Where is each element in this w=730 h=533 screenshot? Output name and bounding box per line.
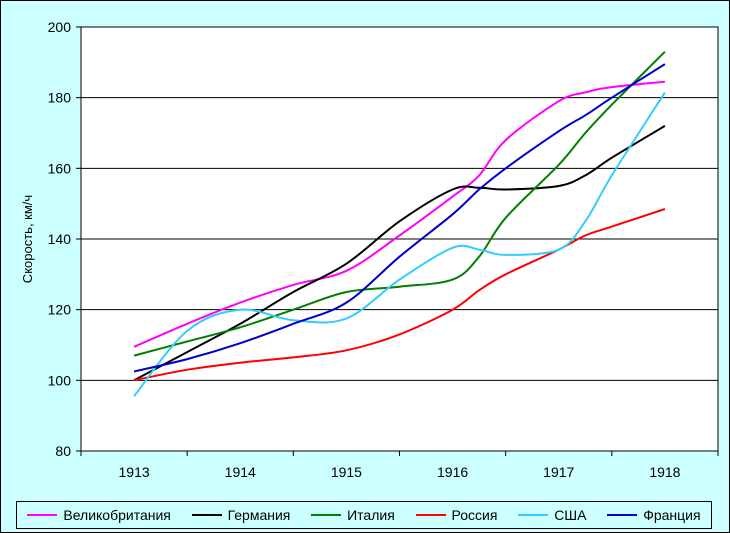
line-chart: 80 100 120 140 160 180 200 1913 1914 1915 1916 1917…	[20, 19, 719, 480]
y-tick-label: 200	[48, 19, 72, 35]
series-line	[133, 50, 666, 357]
legend-swatch	[191, 514, 222, 516]
legend-swatch	[607, 514, 638, 516]
series-line	[133, 91, 666, 397]
legend: Великобритания Германия Италия Россия США Фра…	[16, 501, 712, 529]
y-tick-label: 120	[48, 302, 72, 318]
x-tick-label: 1917	[543, 464, 574, 480]
legend-swatch	[518, 514, 549, 516]
legend-label: Франция	[643, 507, 701, 523]
legend-item: Германия	[191, 507, 291, 523]
legend-swatch	[415, 514, 446, 516]
legend-label: Великобритания	[63, 507, 171, 523]
series-line	[133, 80, 665, 348]
y-tick-label: 140	[48, 231, 72, 247]
legend-swatch	[27, 514, 58, 516]
x-tick-label: 1913	[119, 464, 150, 480]
y-tick-label: 160	[48, 160, 72, 176]
x-tick-label: 1914	[225, 464, 256, 480]
legend-swatch	[311, 514, 342, 516]
legend-label: Италия	[347, 507, 395, 523]
series-line	[133, 63, 666, 373]
x-tick-label: 1918	[649, 464, 680, 480]
legend-label: США	[554, 507, 587, 523]
y-tick-label: 180	[48, 90, 72, 106]
x-tick-label: 1916	[437, 464, 468, 480]
legend-item: Россия	[415, 507, 498, 523]
legend-item: Франция	[607, 507, 701, 523]
y-tick-label: 80	[55, 443, 71, 459]
y-axis-label: Скорость, км/ч	[20, 195, 35, 283]
y-tick-label: 100	[48, 372, 72, 388]
series-line	[133, 208, 666, 382]
legend-item: Италия	[311, 507, 395, 523]
legend-item: США	[518, 507, 586, 523]
legend-label: Россия	[451, 507, 498, 523]
legend-label: Германия	[227, 507, 291, 523]
legend-item: Великобритания	[27, 507, 171, 523]
series-line	[133, 125, 666, 382]
x-tick-label: 1915	[331, 464, 362, 480]
